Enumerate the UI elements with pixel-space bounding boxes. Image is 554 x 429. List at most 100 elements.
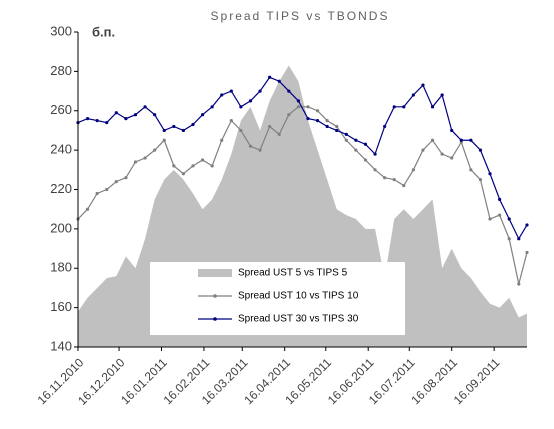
point [335, 124, 339, 129]
y-tick-label: 280 [50, 63, 72, 78]
point [335, 128, 339, 133]
point [383, 176, 387, 180]
point [85, 207, 90, 211]
point [325, 124, 329, 129]
point [430, 105, 435, 109]
point [469, 138, 473, 142]
point [287, 89, 291, 93]
point [498, 197, 502, 201]
point [450, 128, 454, 133]
y-axis-unit: б.п. [92, 24, 115, 39]
y-tick-label: 300 [50, 23, 72, 38]
point [153, 148, 157, 152]
point [488, 172, 492, 176]
point [344, 138, 348, 142]
point [411, 93, 415, 97]
y-tick-label: 160 [50, 299, 72, 314]
point [162, 138, 166, 142]
point [258, 148, 262, 152]
point [344, 132, 348, 136]
point [354, 148, 358, 152]
point [498, 213, 502, 217]
point [440, 93, 444, 97]
legend-box [150, 262, 405, 335]
point [440, 152, 444, 156]
point [210, 164, 214, 168]
point [402, 105, 406, 109]
point [229, 89, 233, 93]
point [105, 120, 109, 125]
point [392, 105, 396, 109]
point [133, 160, 138, 164]
point [153, 113, 157, 117]
point [85, 117, 90, 121]
point [363, 142, 368, 146]
point [296, 99, 300, 103]
point [421, 148, 425, 152]
point [507, 237, 511, 241]
legend-swatch [198, 269, 232, 277]
point [430, 138, 435, 142]
point [277, 132, 281, 136]
point [488, 217, 492, 221]
point [181, 128, 186, 133]
point [200, 158, 205, 162]
point [220, 93, 224, 97]
point [363, 158, 368, 162]
point [181, 172, 186, 176]
point [95, 118, 99, 123]
point [172, 124, 176, 129]
legend-label: Spread UST 30 vs TIPS 30 [238, 314, 359, 325]
point [114, 180, 118, 184]
point [124, 117, 128, 121]
y-tick-label: 200 [50, 220, 72, 235]
point [383, 124, 387, 129]
y-tick-label: 260 [50, 102, 72, 117]
point [191, 164, 195, 168]
point [315, 118, 320, 123]
line [77, 76, 528, 240]
point [287, 113, 291, 117]
point [450, 156, 454, 160]
point [354, 138, 358, 142]
legend-label: Spread UST 5 vs TIPS 5 [238, 268, 348, 279]
legend-label: Spread UST 10 vs TIPS 10 [238, 291, 359, 302]
point [268, 124, 272, 129]
point [459, 138, 463, 142]
point [296, 105, 300, 109]
point [239, 105, 243, 109]
chart-title: Spread TIPS vs TBONDS [211, 9, 390, 23]
point [315, 109, 320, 113]
point [200, 113, 205, 117]
point [306, 105, 310, 109]
y-tick-label: 220 [50, 181, 72, 196]
point [220, 138, 224, 142]
point [258, 89, 262, 93]
point [143, 105, 147, 109]
point [421, 83, 425, 87]
point [373, 152, 377, 156]
point [411, 168, 415, 172]
point [517, 282, 521, 286]
point [105, 187, 109, 192]
point [133, 113, 138, 117]
legend: Spread UST 5 vs TIPS 5 Spread UST 10 vs T… [150, 262, 405, 335]
point [478, 148, 483, 152]
point [95, 191, 99, 196]
legend-swatch [213, 317, 217, 321]
point [525, 223, 529, 227]
legend-swatch [213, 294, 217, 298]
point [239, 128, 243, 133]
point [210, 105, 214, 109]
y-tick-label: 240 [50, 142, 72, 157]
point [517, 237, 521, 241]
point [248, 99, 253, 103]
point [162, 128, 166, 133]
point [124, 176, 128, 180]
point [191, 122, 195, 127]
point [143, 156, 147, 160]
x-tick-label: 16.09.2011 [451, 355, 503, 407]
point [248, 144, 253, 148]
point [229, 118, 233, 123]
